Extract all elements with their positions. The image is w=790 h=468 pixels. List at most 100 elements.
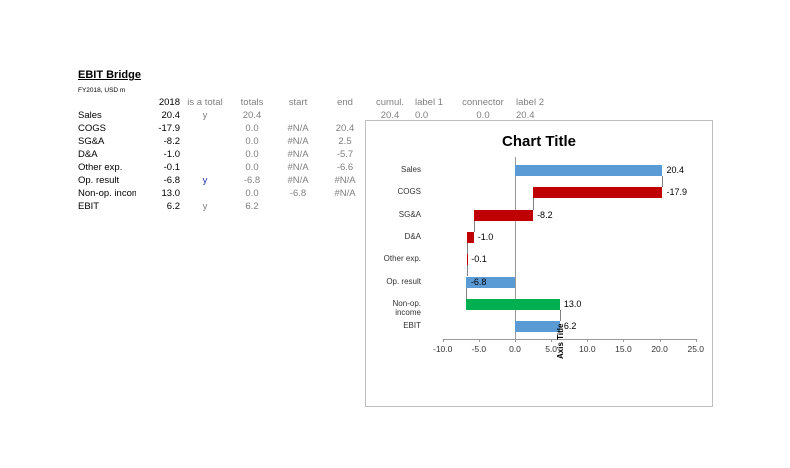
row-label[interactable]: COGS <box>78 123 106 134</box>
header-2018[interactable]: 2018 <box>158 97 180 108</box>
connector-line <box>533 198 535 210</box>
axis-title[interactable]: Axis Title <box>556 323 565 359</box>
row-value[interactable]: 20.4 <box>161 110 181 121</box>
row-end[interactable]: #N/A <box>334 175 356 186</box>
header-is-a-total[interactable]: is a total <box>187 97 223 108</box>
x-tick-label: 0.0 <box>509 344 521 354</box>
row-label[interactable]: Non-op. incom <box>78 188 136 199</box>
bar[interactable] <box>467 231 474 243</box>
category-label: Sales <box>400 165 421 174</box>
x-tick-label: 25.0 <box>687 344 705 354</box>
category-label: Op. result <box>386 276 421 286</box>
x-tick-mark <box>515 339 516 342</box>
row-start[interactable]: #N/A <box>287 136 309 147</box>
x-axis-line <box>442 339 696 340</box>
bar[interactable] <box>465 276 515 288</box>
row-value[interactable]: -8.2 <box>163 136 180 147</box>
connector-line <box>559 309 561 322</box>
x-tick-mark <box>478 339 480 342</box>
header-cumul[interactable]: cumul. <box>376 97 404 108</box>
row-label[interactable]: SG&A <box>78 136 105 147</box>
connector-value[interactable]: 0.0 <box>476 110 490 121</box>
x-tick-label: 5.0 <box>545 344 558 354</box>
bar[interactable] <box>466 254 468 266</box>
row-label[interactable]: Op. result <box>78 175 120 186</box>
row-label[interactable]: Other exp. <box>78 162 123 173</box>
row-start[interactable]: #N/A <box>287 149 309 160</box>
row-totals[interactable]: 6.2 <box>245 201 259 212</box>
row-label[interactable]: EBIT <box>78 201 100 212</box>
row-label[interactable]: Sales <box>78 110 102 121</box>
row-totals[interactable]: 0.0 <box>245 149 259 160</box>
waterfall-chart[interactable]: Chart Title Sales 20.4 COGS -17.9 SG&A -8.2 D&… <box>365 120 713 407</box>
row-end[interactable]: -5.7 <box>336 149 354 160</box>
row-value[interactable]: -6.8 <box>163 175 180 186</box>
data-label: 6.2 <box>563 321 577 332</box>
zero-axis-line <box>515 157 516 339</box>
x-tick-label: -5.0 <box>471 344 487 354</box>
row-totals[interactable]: 0.0 <box>245 136 259 147</box>
data-label: 13.0 <box>563 298 582 309</box>
bar[interactable] <box>473 209 534 221</box>
row-end[interactable]: -6.6 <box>336 162 354 173</box>
category-label: SG&A <box>398 209 421 219</box>
header-label2[interactable]: label 2 <box>516 97 544 108</box>
row-end[interactable]: 2.5 <box>338 136 352 147</box>
row-value[interactable]: -17.9 <box>158 123 180 134</box>
header-label1[interactable]: label 1 <box>415 97 443 108</box>
sheet-subtitle: FY2018, USD m <box>78 87 126 94</box>
category-label: EBIT <box>403 321 421 331</box>
row-start[interactable]: #N/A <box>287 162 309 173</box>
row-end[interactable]: 20.4 <box>335 123 355 134</box>
header-end[interactable]: end <box>337 97 353 108</box>
bar[interactable] <box>465 298 560 310</box>
x-tick-label: 10.0 <box>579 344 596 354</box>
data-label: -8.2 <box>537 209 553 220</box>
x-tick-mark <box>551 339 553 342</box>
row-totals[interactable]: -6.8 <box>243 175 261 186</box>
connector-line <box>466 265 468 277</box>
cumul-value[interactable]: 20.4 <box>380 110 400 121</box>
connector-line <box>473 220 475 232</box>
row-is-total[interactable]: y <box>202 175 208 186</box>
row-totals[interactable]: 20.4 <box>242 110 262 121</box>
row-start[interactable]: #N/A <box>287 175 309 186</box>
bar[interactable] <box>515 321 560 333</box>
bar[interactable] <box>515 165 663 176</box>
row-end[interactable]: #N/A <box>334 188 356 199</box>
bar[interactable] <box>533 187 663 199</box>
chart-title[interactable]: Chart Title <box>502 133 576 150</box>
x-tick-mark <box>442 339 444 342</box>
row-value[interactable]: 6.2 <box>166 201 180 212</box>
category-label: Other exp. <box>383 254 421 264</box>
data-label: -1.0 <box>477 231 494 242</box>
row-is-total[interactable]: y <box>202 201 208 212</box>
row-is-total[interactable]: y <box>202 110 208 121</box>
row-totals[interactable]: 0.0 <box>245 188 259 199</box>
x-tick-label: 20.0 <box>651 344 668 354</box>
row-value[interactable]: 13.0 <box>161 188 181 199</box>
row-value[interactable]: -0.1 <box>163 162 180 173</box>
row-start[interactable]: -6.8 <box>289 188 307 199</box>
row-value[interactable]: -1.0 <box>163 149 180 160</box>
row-totals[interactable]: 0.0 <box>245 123 259 134</box>
x-tick-mark <box>587 339 589 342</box>
row-start[interactable]: #N/A <box>287 123 309 134</box>
sheet-title: EBIT Bridge <box>78 69 141 81</box>
category-label: D&A <box>404 231 421 241</box>
header-start[interactable]: start <box>288 97 308 108</box>
x-tick-label: -10.0 <box>433 344 453 354</box>
data-label: -0.1 <box>471 254 487 265</box>
x-tick-mark <box>695 339 697 342</box>
row-totals[interactable]: 0.0 <box>245 162 259 173</box>
label2-value[interactable]: 20.4 <box>516 110 535 121</box>
connector-line <box>465 287 467 299</box>
x-tick-mark <box>659 339 661 342</box>
data-label: -17.9 <box>666 187 687 198</box>
x-tick-mark <box>623 339 625 342</box>
label1-value[interactable]: 0.0 <box>415 110 429 121</box>
row-label[interactable]: D&A <box>78 149 98 160</box>
header-totals[interactable]: totals <box>240 97 264 108</box>
header-connector[interactable]: connector <box>462 97 504 108</box>
connector-line <box>467 242 469 255</box>
